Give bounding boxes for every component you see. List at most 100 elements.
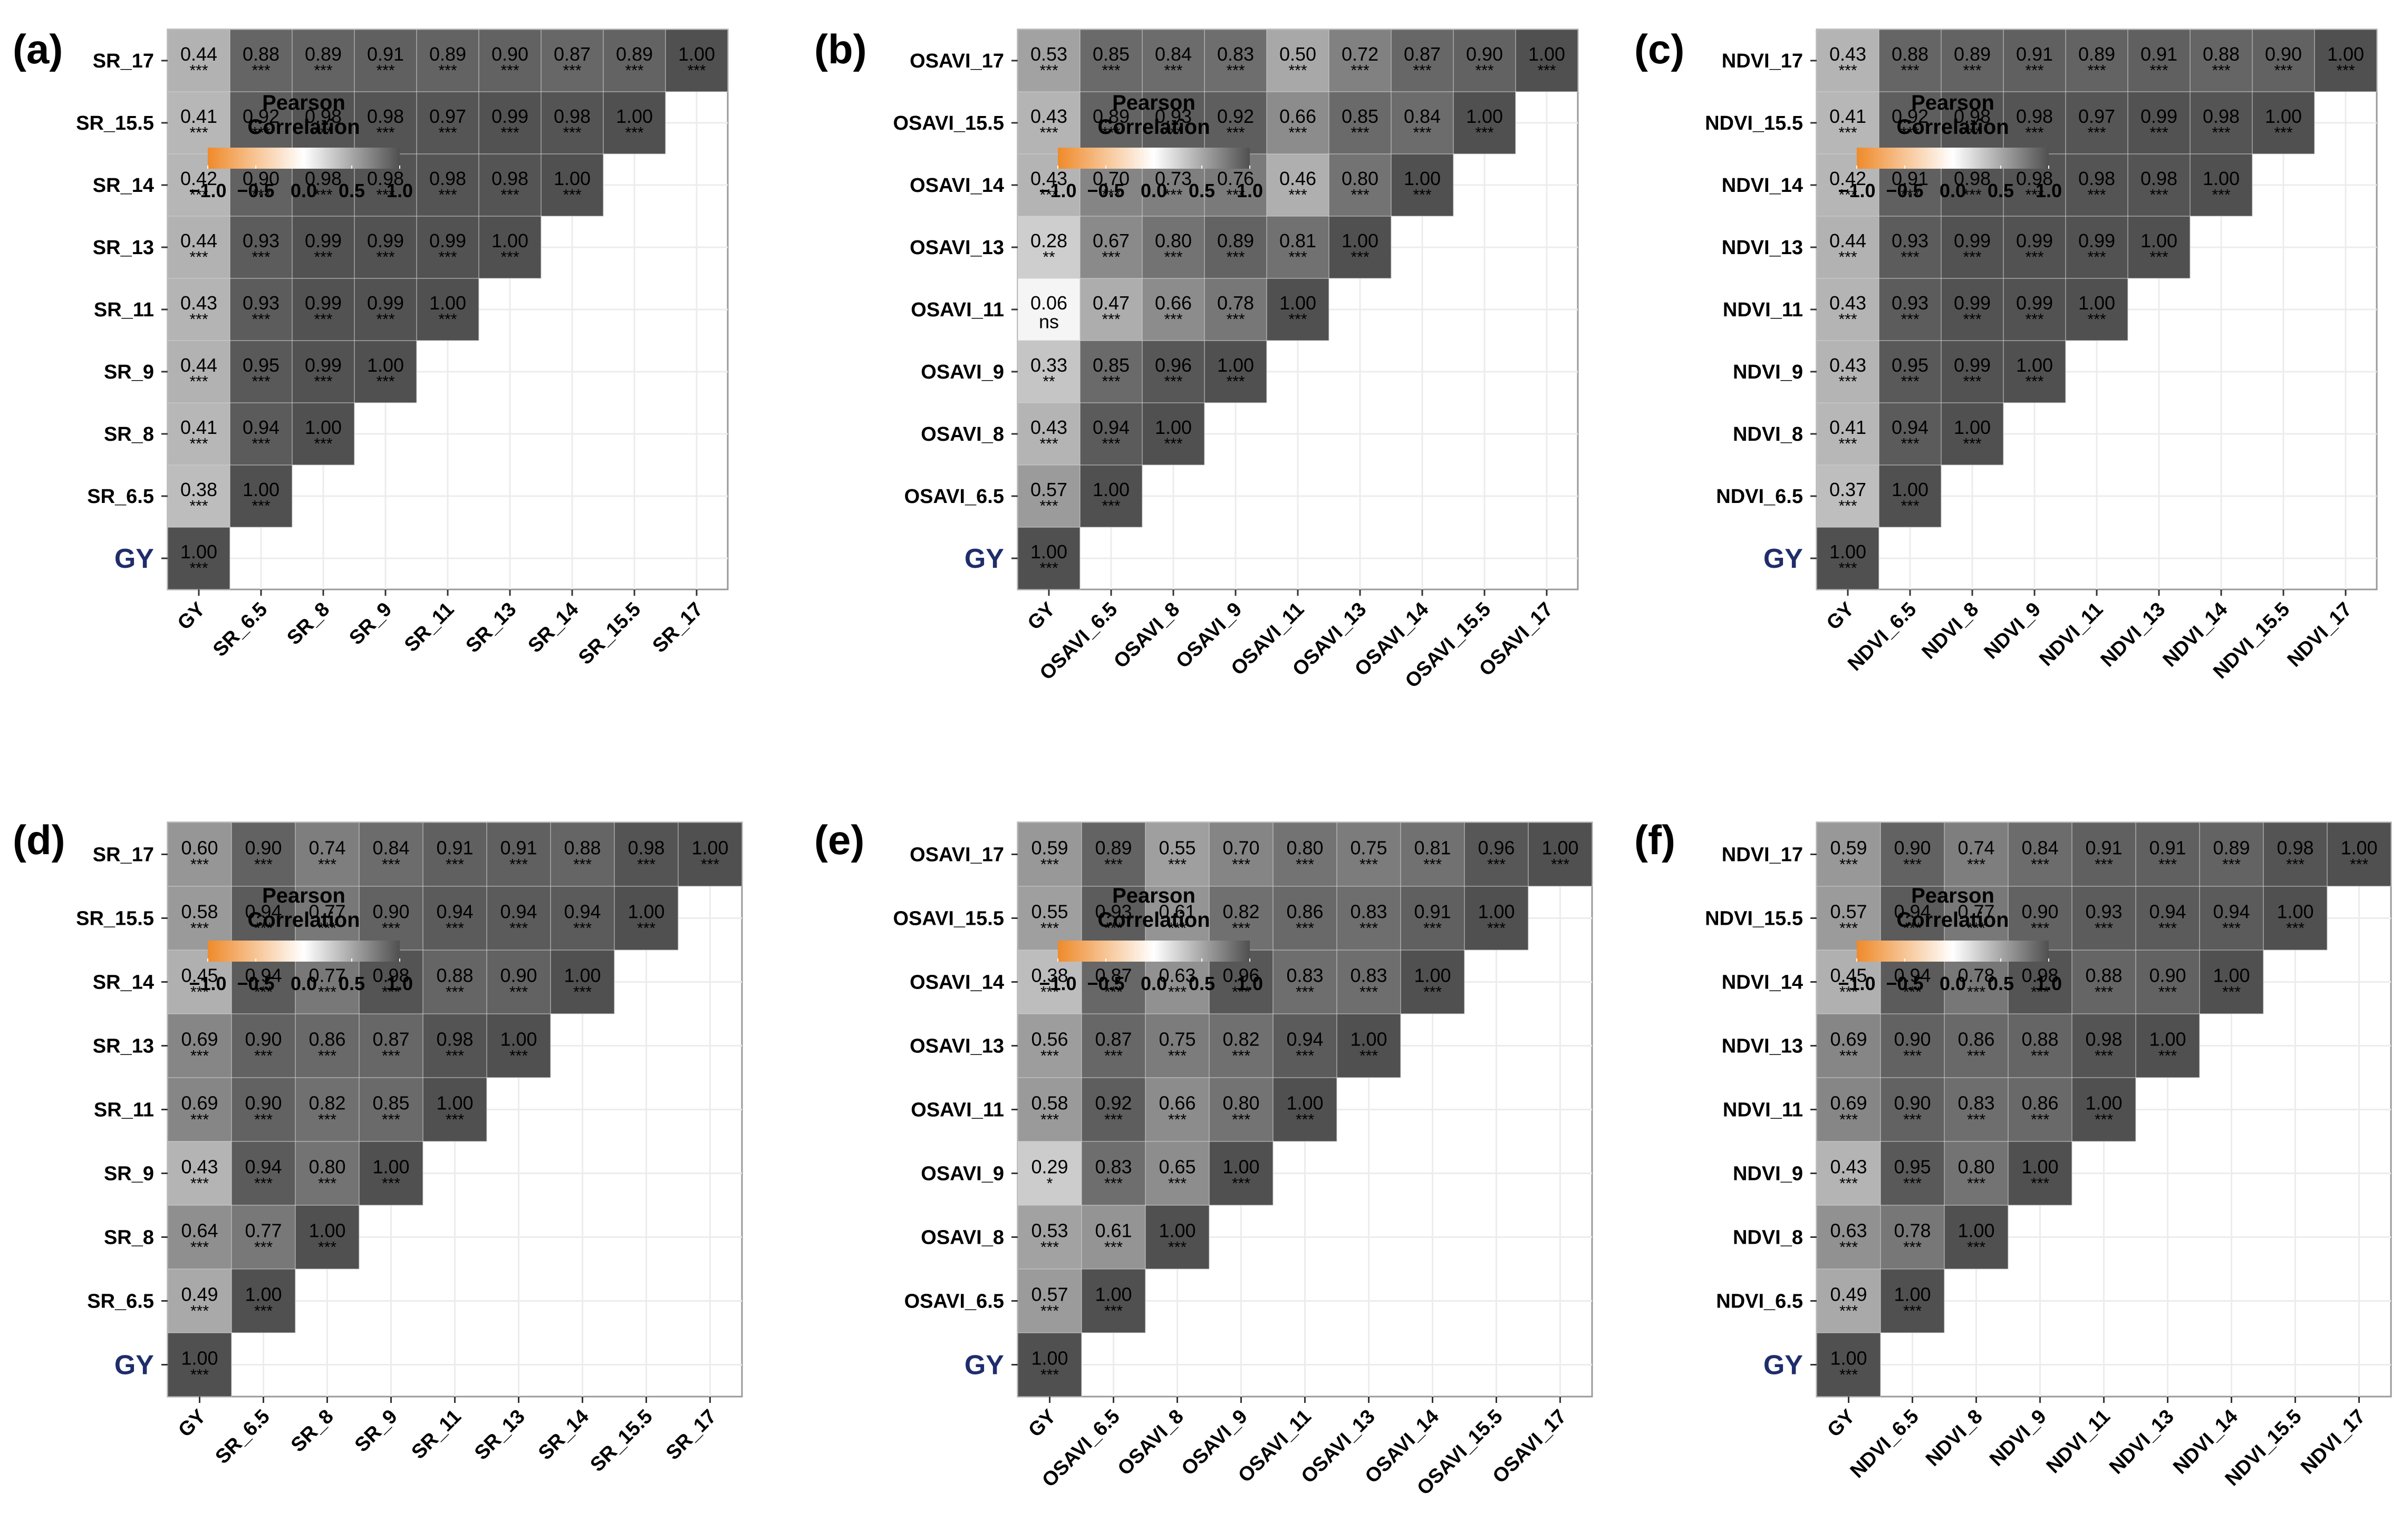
y-tick-label: SR_8 xyxy=(104,1227,154,1249)
y-tick-label: OSAVI_17 xyxy=(910,50,1004,72)
cell-value-label: 1.00 xyxy=(308,1220,345,1242)
legend-title: Correlation xyxy=(1896,908,2009,932)
cell-value-label: 0.88 xyxy=(1892,43,1928,65)
cell-value-label: 1.00 xyxy=(245,1284,282,1305)
cell-significance-label: *** xyxy=(2149,62,2168,79)
cell-significance-label: *** xyxy=(1903,856,1922,874)
heatmap-cell xyxy=(1944,1205,2009,1270)
heatmap-cell xyxy=(1204,216,1267,279)
cell-value-label: 0.98 xyxy=(554,105,591,127)
heatmap-cell xyxy=(231,822,296,887)
cell-significance-label: *** xyxy=(2087,62,2106,79)
x-tick-label: SR_6.5 xyxy=(209,598,272,661)
cell-value-label: 0.86 xyxy=(2021,1092,2058,1114)
legend-colorbar xyxy=(1857,941,2049,962)
cell-significance-label: *** xyxy=(446,1111,464,1129)
heatmap-cell xyxy=(1336,1013,1401,1078)
heatmap-cell xyxy=(1145,1077,1210,1142)
heatmap-cell xyxy=(1328,29,1392,92)
cell-value-label: 0.80 xyxy=(1342,168,1378,189)
cell-value-label: 0.94 xyxy=(436,901,473,923)
cell-value-label: 0.87 xyxy=(554,43,591,65)
cell-significance-label: *** xyxy=(2212,186,2230,204)
heatmap-cell xyxy=(231,1077,296,1142)
y-tick-label: NDVI_13 xyxy=(1722,237,1803,259)
cell-value-label: 0.98 xyxy=(2277,837,2313,859)
cell-significance-label: *** xyxy=(625,62,643,79)
cell-value-label: 1.00 xyxy=(1030,541,1067,563)
legend-tick-label: 1.0 xyxy=(2036,973,2062,994)
cell-significance-label: *** xyxy=(1102,186,1120,204)
heatmap-cell xyxy=(1081,1205,1146,1270)
heatmap-cell xyxy=(2071,1077,2136,1142)
cell-value-label: 0.47 xyxy=(1093,292,1130,314)
heatmap-cell xyxy=(422,886,487,951)
cell-significance-label: *** xyxy=(1903,1048,1922,1065)
x-tick-label: NDVI_8 xyxy=(1922,1406,1987,1471)
heatmap-cell xyxy=(1145,1205,1210,1270)
heatmap-cell xyxy=(2003,340,2066,403)
heatmap-cell xyxy=(614,822,679,887)
cell-value-label: 1.00 xyxy=(678,43,715,65)
cell-significance-label: *** xyxy=(1102,435,1120,452)
cell-significance-label: *** xyxy=(1296,856,1314,874)
cell-significance-label: *** xyxy=(1296,984,1314,1001)
cell-significance-label: *** xyxy=(573,920,592,937)
cell-value-label: 1.00 xyxy=(1466,105,1503,127)
heatmap-cell xyxy=(354,91,417,154)
cell-significance-label: *** xyxy=(1351,186,1369,204)
heatmap-cell xyxy=(167,1205,232,1270)
cell-significance-label: *** xyxy=(1232,1048,1250,1065)
cell-significance-label: *** xyxy=(254,1111,273,1129)
cell-significance-label: *** xyxy=(190,1239,209,1256)
cell-value-label: 1.00 xyxy=(1095,1284,1132,1305)
cell-value-label: 0.96 xyxy=(1222,965,1259,986)
heatmap-cell xyxy=(2065,153,2128,217)
heatmap-cell xyxy=(1391,153,1454,217)
heatmap-cell xyxy=(2008,886,2072,951)
cell-significance-label: *** xyxy=(1963,248,1981,266)
cell-significance-label: *** xyxy=(2031,1175,2049,1193)
cell-significance-label: *** xyxy=(1967,1048,1985,1065)
cell-significance-label: *** xyxy=(1296,1048,1314,1065)
heatmap-cell xyxy=(359,1013,423,1078)
cell-significance-label: *** xyxy=(1839,984,1858,1001)
heatmap-cell xyxy=(167,1141,232,1206)
cell-value-label: 0.98 xyxy=(429,168,466,189)
cell-value-label: 0.90 xyxy=(491,43,528,65)
cell-significance-label: *** xyxy=(1963,435,1981,452)
x-tick-label: NDVI_11 xyxy=(2035,598,2107,671)
cell-value-label: 0.94 xyxy=(1892,417,1928,438)
cell-significance-label: *** xyxy=(625,124,643,141)
legend-tick-label: 0.5 xyxy=(1988,180,2014,201)
cell-significance-label: *** xyxy=(1164,248,1182,266)
cell-significance-label: *** xyxy=(1040,1303,1059,1320)
cell-value-label: 0.66 xyxy=(1159,1092,1195,1114)
heatmap-cell xyxy=(2190,91,2253,154)
heatmap-cell xyxy=(1816,29,1879,92)
cell-significance-label: *** xyxy=(190,920,209,937)
cell-significance-label: *** xyxy=(1040,1239,1059,1256)
cell-value-label: 1.00 xyxy=(2149,1029,2186,1050)
cell-value-label: 0.99 xyxy=(367,230,404,251)
cell-significance-label: *** xyxy=(252,435,270,452)
cell-significance-label: *** xyxy=(1226,248,1245,266)
heatmap-cell xyxy=(1816,91,1879,154)
cell-value-label: 0.98 xyxy=(2140,168,2177,189)
cell-significance-label: *** xyxy=(318,920,336,937)
cell-significance-label: *** xyxy=(1164,62,1182,79)
heatmap-cell xyxy=(295,1205,360,1270)
cell-value-label: 0.81 xyxy=(1279,230,1316,251)
legend-colorbar xyxy=(1857,148,2049,169)
cell-value-label: 0.89 xyxy=(1095,837,1132,859)
heatmap-cell xyxy=(1336,886,1401,951)
cell-value-label: 0.72 xyxy=(1342,43,1378,65)
heatmap-cell xyxy=(1944,1013,2009,1078)
legend-title: Correlation xyxy=(247,908,360,932)
cell-value-label: 0.58 xyxy=(181,901,218,923)
heatmap-panel: (f)1.00***0.49***1.00***0.63***0.78***1.… xyxy=(1634,817,2392,1490)
cell-significance-label: *** xyxy=(254,920,273,937)
heatmap-cell xyxy=(1528,822,1593,887)
cell-significance-label: *** xyxy=(2025,186,2043,204)
cell-value-label: 1.00 xyxy=(1958,1220,1994,1242)
